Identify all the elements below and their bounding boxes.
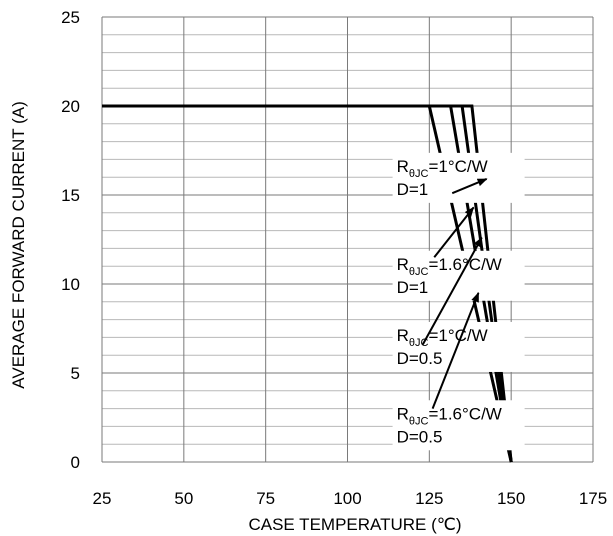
x-tick-label: 150: [497, 489, 525, 508]
x-tick-label: 125: [415, 489, 443, 508]
x-axis-label: CASE TEMPERATURE (℃): [248, 515, 461, 534]
y-tick-label: 25: [61, 8, 80, 27]
annotation-duty-label: D=1: [397, 278, 429, 297]
x-tick-label: 25: [93, 489, 112, 508]
y-tick-label: 0: [71, 453, 80, 472]
x-tick-label: 100: [333, 489, 361, 508]
x-tick-label: 50: [174, 489, 193, 508]
y-tick-label: 20: [61, 97, 80, 116]
annotation-duty-label: D=0.5: [397, 349, 443, 368]
annotation-duty-label: D=1: [397, 180, 429, 199]
major-gridlines: [102, 17, 593, 462]
y-tick-label: 15: [61, 186, 80, 205]
x-tick-label: 75: [256, 489, 275, 508]
y-axis-label: AVERAGE FORWARD CURRENT (A): [9, 101, 28, 388]
y-tick-label: 5: [71, 364, 80, 383]
tick-label-layer: 25 50 75 100 125 150 175 0 5 10 15 20 25: [61, 8, 607, 508]
x-tick-label: 175: [579, 489, 607, 508]
y-tick-label: 10: [61, 275, 80, 294]
annotation-duty-label: D=0.5: [397, 427, 443, 446]
